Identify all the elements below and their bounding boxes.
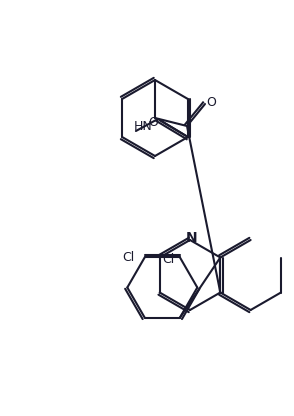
Text: Cl: Cl xyxy=(163,253,175,266)
Text: N: N xyxy=(186,231,198,245)
Text: HN: HN xyxy=(134,119,152,133)
Text: Cl: Cl xyxy=(123,251,135,264)
Text: O: O xyxy=(148,116,158,129)
Text: O: O xyxy=(206,96,216,109)
